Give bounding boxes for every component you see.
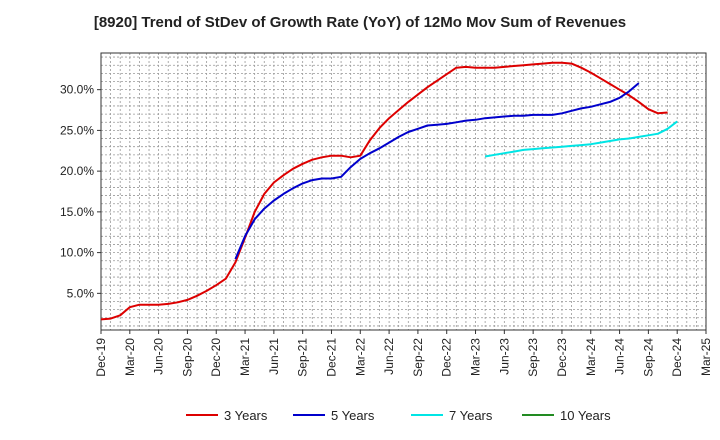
x-tick-label: Jun-21: [267, 338, 281, 375]
x-tick-label: Sep-22: [411, 338, 425, 377]
x-tick-label: Dec-23: [555, 338, 569, 377]
x-tick-label: Dec-19: [94, 338, 108, 377]
series-line-7-years: [484, 120, 678, 158]
x-tick-label: Jun-22: [382, 338, 396, 375]
x-tick-label: Sep-23: [526, 338, 540, 377]
chart-title: [8920] Trend of StDev of Growth Rate (Yo…: [93, 14, 627, 31]
x-tick-label: Mar-25: [699, 338, 713, 376]
y-tick-label: 10.0%: [60, 246, 94, 260]
x-tick-label: Sep-24: [641, 338, 655, 377]
legend-label: 7 Years: [449, 408, 493, 423]
x-tick-label: Jun-23: [497, 338, 511, 375]
x-tick-label: Jun-24: [613, 338, 627, 375]
legend-label: 10 Years: [560, 408, 611, 423]
x-tick-label: Mar-20: [123, 338, 137, 376]
x-tick-label: Mar-24: [584, 338, 598, 376]
y-tick-label: 25.0%: [60, 123, 94, 137]
x-tick-label: Dec-21: [324, 338, 338, 377]
x-tick-label: Dec-20: [209, 338, 223, 377]
y-tick-label: 30.0%: [60, 83, 94, 97]
x-tick-label: Mar-22: [353, 338, 367, 376]
x-tick-label: Dec-24: [670, 338, 684, 377]
series-line-5-years: [234, 82, 640, 260]
plot-frame: [100, 52, 707, 331]
x-tick-label: Dec-22: [440, 338, 454, 377]
plot-area: [101, 53, 706, 330]
x-tick-label: Jun-20: [152, 338, 166, 375]
y-tick-label: 15.0%: [60, 205, 94, 219]
legend-label: 3 Years: [224, 408, 268, 423]
x-tick-label: Sep-20: [180, 338, 194, 377]
x-tick-label: Mar-21: [238, 338, 252, 376]
x-tick-label: Sep-21: [296, 338, 310, 377]
series-line-3-years: [100, 61, 668, 321]
x-tick-label: Mar-23: [469, 338, 483, 376]
legend-label: 5 Years: [331, 408, 375, 423]
y-tick-label: 20.0%: [60, 164, 94, 178]
y-tick-label: 5.0%: [67, 286, 95, 300]
